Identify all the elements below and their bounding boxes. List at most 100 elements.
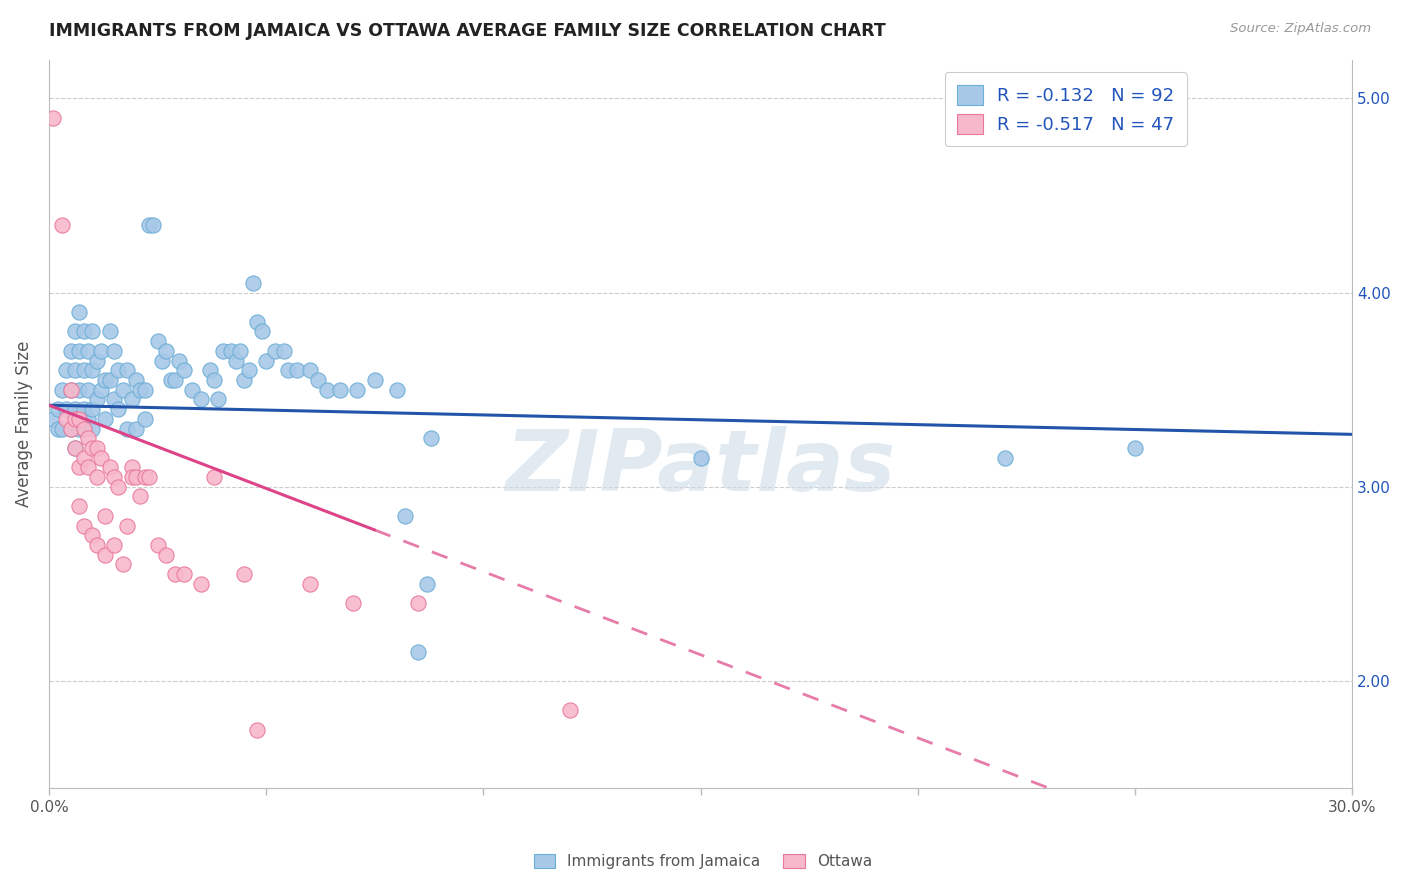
Point <box>55 363 77 377</box>
Point <box>51 421 73 435</box>
Point <box>86 538 108 552</box>
Point <box>94 412 117 426</box>
Point <box>273 343 295 358</box>
Point <box>146 334 169 348</box>
Point <box>121 392 143 407</box>
Point <box>125 470 148 484</box>
Point <box>63 325 86 339</box>
Point <box>82 528 104 542</box>
Point <box>67 460 90 475</box>
Point <box>59 343 82 358</box>
Point <box>73 421 96 435</box>
Point <box>103 343 125 358</box>
Point <box>67 343 90 358</box>
Point <box>82 363 104 377</box>
Point <box>307 373 329 387</box>
Point <box>94 508 117 523</box>
Point <box>394 508 416 523</box>
Point <box>63 402 86 417</box>
Point <box>155 548 177 562</box>
Legend: R = -0.132   N = 92, R = -0.517   N = 47: R = -0.132 N = 92, R = -0.517 N = 47 <box>945 72 1187 146</box>
Point <box>285 363 308 377</box>
Point <box>55 412 77 426</box>
Point <box>121 470 143 484</box>
Point <box>115 518 138 533</box>
Point <box>420 431 443 445</box>
Point <box>202 373 225 387</box>
Point <box>207 392 229 407</box>
Point <box>264 343 287 358</box>
Point <box>211 343 233 358</box>
Point <box>103 538 125 552</box>
Point <box>73 325 96 339</box>
Point <box>1123 441 1146 455</box>
Point <box>190 577 212 591</box>
Point <box>129 383 152 397</box>
Point <box>138 470 160 484</box>
Point <box>134 412 156 426</box>
Point <box>242 276 264 290</box>
Point <box>364 373 387 387</box>
Point <box>51 383 73 397</box>
Y-axis label: Average Family Size: Average Family Size <box>15 341 32 507</box>
Point <box>59 421 82 435</box>
Point <box>94 548 117 562</box>
Point <box>385 383 408 397</box>
Point <box>86 441 108 455</box>
Point <box>51 218 73 232</box>
Point <box>155 343 177 358</box>
Point <box>115 421 138 435</box>
Point <box>125 373 148 387</box>
Point <box>254 353 277 368</box>
Point <box>107 402 129 417</box>
Point <box>342 596 364 610</box>
Point <box>221 343 243 358</box>
Point <box>316 383 339 397</box>
Point <box>238 363 260 377</box>
Point <box>90 450 112 465</box>
Text: Source: ZipAtlas.com: Source: ZipAtlas.com <box>1230 22 1371 36</box>
Legend: Immigrants from Jamaica, Ottawa: Immigrants from Jamaica, Ottawa <box>527 847 879 875</box>
Point <box>82 441 104 455</box>
Point <box>94 373 117 387</box>
Point <box>63 363 86 377</box>
Point <box>82 402 104 417</box>
Point <box>994 450 1017 465</box>
Point <box>67 383 90 397</box>
Point <box>107 363 129 377</box>
Point <box>111 383 134 397</box>
Point <box>181 383 204 397</box>
Point <box>46 402 69 417</box>
Point <box>329 383 352 397</box>
Point <box>146 538 169 552</box>
Point <box>86 353 108 368</box>
Point <box>142 218 165 232</box>
Point <box>42 412 65 426</box>
Point <box>689 450 711 465</box>
Point <box>173 363 195 377</box>
Point <box>67 305 90 319</box>
Point <box>250 325 273 339</box>
Point <box>103 470 125 484</box>
Point <box>134 470 156 484</box>
Point <box>98 373 121 387</box>
Point <box>77 431 100 445</box>
Point <box>233 373 256 387</box>
Point <box>277 363 299 377</box>
Point <box>125 421 148 435</box>
Point <box>163 567 186 582</box>
Point <box>198 363 221 377</box>
Point <box>246 723 269 737</box>
Point <box>560 703 582 717</box>
Point <box>67 499 90 513</box>
Point <box>77 412 100 426</box>
Point <box>138 218 160 232</box>
Point <box>111 558 134 572</box>
Point <box>63 441 86 455</box>
Point <box>73 518 96 533</box>
Point <box>107 480 129 494</box>
Point <box>59 383 82 397</box>
Point <box>129 490 152 504</box>
Point <box>86 470 108 484</box>
Point <box>98 460 121 475</box>
